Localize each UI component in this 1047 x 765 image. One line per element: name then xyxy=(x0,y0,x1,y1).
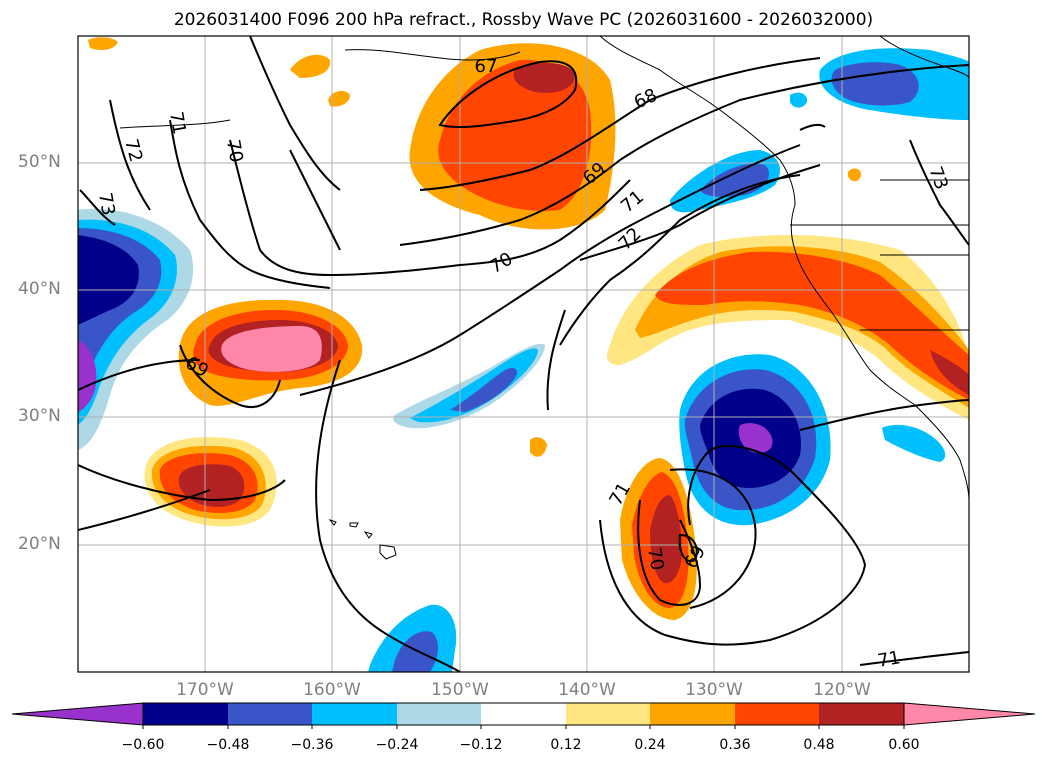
contour-70-south xyxy=(637,499,702,606)
colorbar-tick-label: 0.12 xyxy=(550,737,582,753)
colorbar-segment xyxy=(819,703,904,725)
contour-67 xyxy=(438,60,578,129)
contour-69-south xyxy=(678,533,698,563)
colorbar-tick-label: −0.36 xyxy=(290,737,334,753)
colorbar-tick-label: 0.36 xyxy=(719,737,751,753)
contour-70-west xyxy=(229,139,631,277)
contour-72 xyxy=(559,174,801,346)
contour-near-top xyxy=(249,36,341,191)
contour-central-loop xyxy=(546,309,566,411)
contour-71-east xyxy=(579,164,821,261)
colorbar-tick-label: 0.48 xyxy=(803,737,835,753)
colorbar-extend-low xyxy=(11,702,144,726)
lon-label: 150°W xyxy=(431,680,489,700)
contour-east-coast xyxy=(799,399,969,431)
lon-label: 140°W xyxy=(558,680,616,700)
contour-73-east xyxy=(909,139,969,246)
shaded-anomaly-field xyxy=(78,37,969,672)
colorbar-segment xyxy=(397,703,481,725)
colorbar-segment xyxy=(650,703,735,725)
hawaii-islands xyxy=(328,518,397,560)
lon-label: 160°W xyxy=(303,680,361,700)
contour-69-north xyxy=(399,64,969,246)
lon-label: 170°W xyxy=(176,680,234,700)
map-area: 67 68 69 69 69 70 70 70 71 71 71 71 72 7… xyxy=(78,36,969,672)
map-frame xyxy=(77,35,970,673)
contour-label: 71 xyxy=(165,110,190,136)
contour-71 xyxy=(169,119,331,289)
contour-69-central xyxy=(179,344,281,408)
contour-lines xyxy=(78,36,969,672)
colorbar-segment xyxy=(143,703,228,725)
north-america-coast xyxy=(599,36,969,501)
contour-outer-loop xyxy=(289,149,341,251)
colorbar-segment xyxy=(481,703,566,725)
colorbar-tick-label: −0.48 xyxy=(206,737,250,753)
lat-label: 40°N xyxy=(18,279,61,299)
colorbar-segment xyxy=(312,703,397,725)
contour-far-west xyxy=(78,359,201,391)
contour-68 xyxy=(419,57,821,191)
contour-71-far-south xyxy=(859,651,969,666)
gridlines xyxy=(78,36,969,672)
contour-inner-south xyxy=(669,468,757,609)
contour-southwest xyxy=(78,464,286,502)
contour-label: 71 xyxy=(876,647,902,672)
lon-label: 120°W xyxy=(813,680,871,700)
colorbar-segment xyxy=(566,703,650,725)
contour-label: 70 xyxy=(222,138,247,164)
colorbar-tick-label: −0.24 xyxy=(375,737,419,753)
contour-72-northwest xyxy=(109,99,151,211)
colorbar-segment xyxy=(735,703,819,725)
contour-bay xyxy=(799,123,826,131)
contour-label: 70 xyxy=(643,546,668,572)
contour-south xyxy=(78,489,211,531)
colorbar-tick-label: −0.60 xyxy=(121,737,165,753)
contour-label: 73 xyxy=(94,191,119,217)
colorbar xyxy=(11,702,1036,729)
lon-label: 130°W xyxy=(685,680,743,700)
colorbar-tick-label: −0.12 xyxy=(459,737,503,753)
contour-71-south xyxy=(599,445,867,646)
contour-label: 67 xyxy=(475,56,498,77)
lat-label: 50°N xyxy=(18,152,61,172)
colorbar-tick-label: 0.60 xyxy=(888,737,920,753)
contour-70-central xyxy=(299,144,801,396)
map-title: 2026031400 F096 200 hPa refract., Rossby… xyxy=(173,10,874,30)
contour-mid xyxy=(315,359,461,672)
lat-label: 30°N xyxy=(18,406,61,426)
contour-73-west xyxy=(79,189,116,226)
coastlines xyxy=(119,36,969,501)
colorbar-tick-label: 0.24 xyxy=(634,737,666,753)
colorbar-extend-high xyxy=(903,702,1036,726)
colorbar-segment xyxy=(228,703,312,725)
lat-label: 20°N xyxy=(18,534,61,554)
